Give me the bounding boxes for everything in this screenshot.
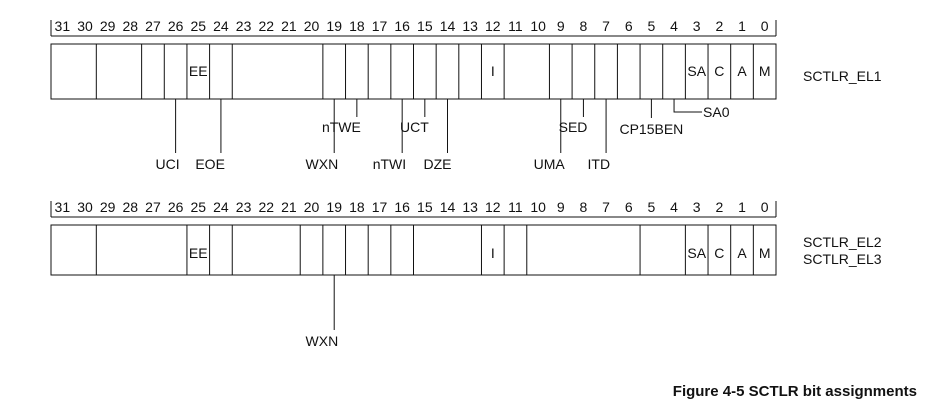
bit-number: 21 <box>281 199 297 215</box>
callout-label: nTWI <box>373 156 406 172</box>
bit-number: 21 <box>281 18 297 34</box>
register-0: EE I SA C A M SCTLR_EL1 UCI EOE WXN nTWE nTWI UCT DZE… <box>50 20 882 172</box>
callout-label: UCI <box>155 156 179 172</box>
field-label: M <box>759 63 771 79</box>
field-label: M <box>759 245 771 261</box>
callout-label: WXN <box>306 156 339 172</box>
bit-number: 3 <box>693 18 701 34</box>
bit-number: 6 <box>625 199 633 215</box>
bit-number: 27 <box>145 199 161 215</box>
bit-number: 17 <box>372 199 388 215</box>
bit-number: 0 <box>761 199 769 215</box>
bit-number: 2 <box>715 199 723 215</box>
register-name: SCTLR_EL3 <box>803 251 882 267</box>
bit-number: 2 <box>715 18 723 34</box>
bit-number: 17 <box>372 18 388 34</box>
field-label: C <box>714 245 724 261</box>
bit-number: 14 <box>440 199 456 215</box>
bit-number: 25 <box>190 18 206 34</box>
bit-number: 7 <box>602 18 610 34</box>
field-label: SA <box>687 63 706 79</box>
bit-number: 20 <box>304 199 320 215</box>
bit-number: 22 <box>258 199 274 215</box>
bit-number: 28 <box>123 199 139 215</box>
callout-line <box>673 99 703 113</box>
bit-number: 12 <box>485 18 501 34</box>
field-label: I <box>491 63 495 79</box>
bit-number: 24 <box>213 18 229 34</box>
bit-number: 5 <box>647 199 655 215</box>
bit-number: 19 <box>326 18 342 34</box>
bit-number: 16 <box>394 199 410 215</box>
field-label: EE <box>189 63 208 79</box>
callout-label: SED <box>559 119 588 135</box>
bit-number: 11 <box>508 199 523 215</box>
callout-label: CP15BEN <box>619 121 683 137</box>
bit-number: 23 <box>236 199 252 215</box>
bit-number: 18 <box>349 199 365 215</box>
field-label: A <box>737 245 747 261</box>
bit-number: 30 <box>77 199 93 215</box>
bit-number: 24 <box>213 199 229 215</box>
field-label: C <box>714 63 724 79</box>
field-label: SA <box>687 245 706 261</box>
bit-number: 8 <box>580 199 588 215</box>
bit-number: 4 <box>670 199 678 215</box>
callout-label: UMA <box>534 156 566 172</box>
bit-number: 9 <box>557 199 565 215</box>
bit-number: 4 <box>670 18 678 34</box>
bit-number: 10 <box>530 18 546 34</box>
register-name: SCTLR_EL1 <box>803 68 882 84</box>
bit-number: 3 <box>693 199 701 215</box>
bit-number: 30 <box>77 18 93 34</box>
field-label: I <box>491 245 495 261</box>
bit-number: 6 <box>625 18 633 34</box>
bit-number: 9 <box>557 18 565 34</box>
callout-label: EOE <box>195 156 225 172</box>
bit-number: 31 <box>55 199 71 215</box>
bit-number: 15 <box>417 199 433 215</box>
bit-number: 5 <box>647 18 655 34</box>
bit-number: 31 <box>55 18 71 34</box>
bit-number: 25 <box>190 199 206 215</box>
bit-number: 1 <box>738 199 746 215</box>
bit-number: 26 <box>168 18 184 34</box>
callout-label: UCT <box>400 119 429 135</box>
register-name: SCTLR_EL2 <box>803 234 882 250</box>
bit-number: 7 <box>602 199 610 215</box>
bit-number: 12 <box>485 199 501 215</box>
bit-number: 26 <box>168 199 184 215</box>
bit-number: 22 <box>258 18 274 34</box>
bit-number: 13 <box>462 199 478 215</box>
bit-number: 18 <box>349 18 365 34</box>
bit-number: 27 <box>145 18 161 34</box>
callout-label: nTWE <box>322 119 361 135</box>
bit-number: 29 <box>100 18 116 34</box>
callout-label: SA0 <box>703 104 730 120</box>
bit-number: 19 <box>326 199 342 215</box>
callout-label: WXN <box>306 333 339 349</box>
bit-number: 0 <box>761 18 769 34</box>
bit-number: 13 <box>462 18 478 34</box>
bit-number: 28 <box>123 18 139 34</box>
bit-number: 16 <box>394 18 410 34</box>
bit-number: 23 <box>236 18 252 34</box>
bit-number: 20 <box>304 18 320 34</box>
bit-number: 29 <box>100 199 116 215</box>
field-label: A <box>737 63 747 79</box>
bit-number: 1 <box>738 18 746 34</box>
bit-number: 8 <box>580 18 588 34</box>
figure-caption: Figure 4-5 SCTLR bit assignments <box>672 383 917 400</box>
callout-label: DZE <box>423 156 451 172</box>
bit-number: 11 <box>508 18 523 34</box>
bit-number: 15 <box>417 18 433 34</box>
bit-number: 14 <box>440 18 456 34</box>
bit-number: 10 <box>530 199 546 215</box>
callout-label: ITD <box>588 156 611 172</box>
field-label: EE <box>189 245 208 261</box>
